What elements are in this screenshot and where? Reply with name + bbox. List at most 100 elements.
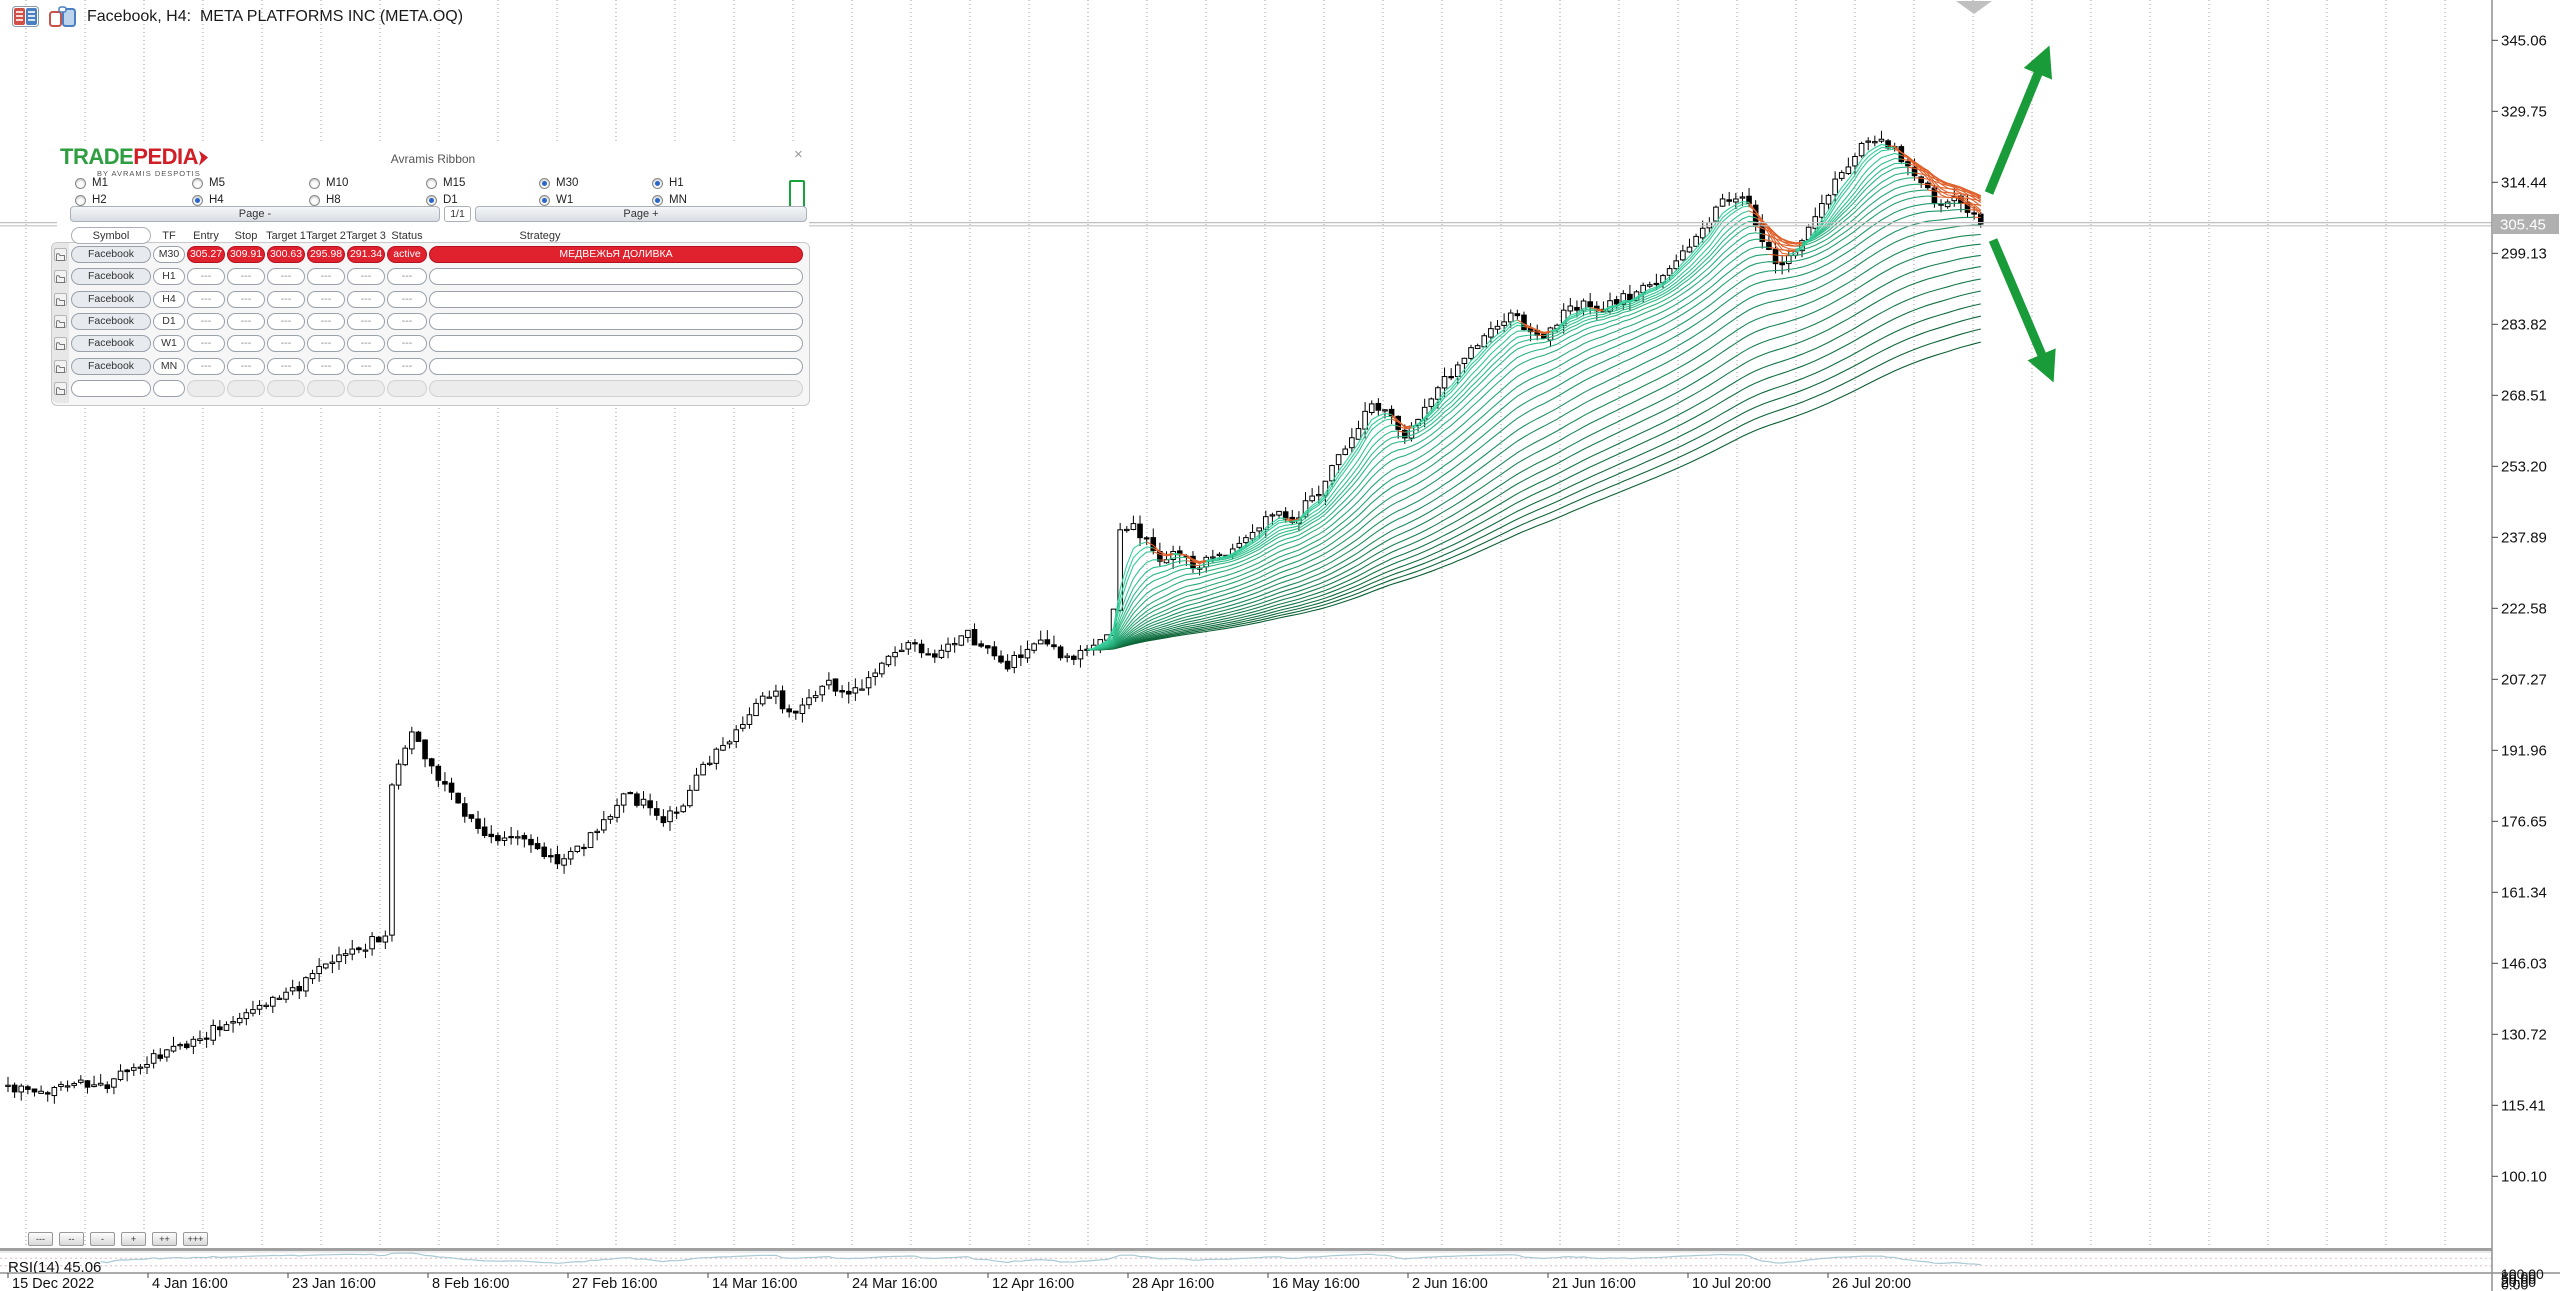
ema-line-segment bbox=[1768, 246, 1796, 251]
candle-bull bbox=[1249, 531, 1256, 540]
candle-bull bbox=[1699, 227, 1706, 239]
panel-title: Avramis Ribbon bbox=[390, 152, 476, 166]
chart-zoom-button[interactable]: + bbox=[121, 1232, 146, 1246]
candle-bull bbox=[951, 643, 958, 646]
candle-bull bbox=[1680, 250, 1686, 261]
candle-bull bbox=[706, 762, 713, 765]
market-watch-icon[interactable] bbox=[12, 6, 39, 27]
close-icon[interactable]: × bbox=[794, 146, 803, 163]
candle-bull bbox=[91, 1084, 97, 1088]
candle-bear bbox=[1448, 376, 1454, 379]
trend-arrow-down bbox=[1988, 238, 2056, 383]
candle-bull bbox=[1037, 639, 1044, 645]
candle-bull bbox=[1733, 198, 1739, 203]
candle-bear bbox=[673, 811, 680, 814]
cell-strategy bbox=[429, 335, 803, 353]
candle-bull bbox=[1468, 347, 1474, 359]
scroll-marker-triangle-icon bbox=[1956, 1, 1992, 14]
candle-bull bbox=[389, 784, 395, 936]
timeframe-option-mn[interactable]: MN bbox=[652, 194, 687, 206]
timeframe-label: M1 bbox=[92, 177, 108, 189]
cell-t2: --- bbox=[307, 312, 345, 330]
row-folder-button[interactable] bbox=[54, 270, 67, 284]
cell-symbol: Facebook bbox=[71, 290, 151, 308]
ema-line-segment bbox=[1087, 238, 1763, 651]
cell-symbol bbox=[71, 379, 151, 397]
ema-line-segment bbox=[1404, 334, 1538, 433]
ema-line-segment bbox=[1795, 146, 1895, 252]
cell-tf: M30 bbox=[153, 246, 185, 263]
new-chart-icon[interactable] bbox=[49, 6, 77, 27]
current-price-label: 305.45 bbox=[2500, 217, 2546, 234]
row-folder-button[interactable] bbox=[54, 359, 67, 373]
candle-bull bbox=[892, 651, 898, 658]
symbol-header-pill bbox=[71, 227, 151, 244]
timeframe-option-h2[interactable]: H2 bbox=[75, 194, 107, 206]
row-folder-button[interactable] bbox=[54, 314, 67, 328]
candle-bull bbox=[1666, 268, 1673, 276]
candle-bull bbox=[289, 987, 296, 992]
timeframe-option-m15[interactable]: M15 bbox=[426, 177, 465, 189]
radio-icon bbox=[75, 177, 86, 189]
candle-bull bbox=[1507, 312, 1514, 323]
candle-bear bbox=[455, 792, 461, 804]
candle-bear bbox=[1885, 140, 1891, 149]
ema-line-segment bbox=[1199, 430, 1399, 564]
row-folder-button[interactable] bbox=[54, 248, 67, 261]
ema-line-segment bbox=[1087, 254, 1981, 651]
candle-bull bbox=[1315, 494, 1322, 497]
price-tick-label: 299.13 bbox=[2501, 245, 2547, 262]
cell-t2: --- bbox=[307, 268, 345, 286]
candle-bear bbox=[442, 781, 448, 785]
timeframe-option-m1[interactable]: M1 bbox=[75, 177, 108, 189]
radio-icon bbox=[652, 194, 663, 206]
column-header: Stop bbox=[234, 230, 258, 242]
cell-t1: --- bbox=[267, 268, 305, 286]
timeframe-option-h8[interactable]: H8 bbox=[309, 194, 341, 206]
chart-title: Facebook, H4: META PLATFORMS INC (META.O… bbox=[87, 7, 464, 25]
chart-zoom-button[interactable]: - bbox=[90, 1232, 115, 1246]
candle-bull bbox=[1693, 235, 1699, 247]
candle-bull bbox=[561, 858, 567, 866]
ema-line-segment bbox=[1762, 238, 1796, 247]
chart-zoom-button[interactable]: -- bbox=[59, 1232, 84, 1246]
candle-bear bbox=[918, 643, 925, 654]
candle-bull bbox=[826, 679, 832, 686]
cell-tf: MN bbox=[153, 357, 185, 375]
ema-line-segment bbox=[1768, 253, 1789, 257]
timeframe-option-m30[interactable]: M30 bbox=[539, 177, 578, 189]
cell-stop: --- bbox=[227, 335, 265, 353]
row-folder-button[interactable] bbox=[54, 292, 67, 306]
cell-strategy bbox=[429, 379, 803, 397]
ema-line-segment bbox=[1748, 202, 1789, 255]
timeframe-option-d1[interactable]: D1 bbox=[426, 194, 458, 206]
ema-line-segment bbox=[1788, 143, 1889, 255]
ema-line-segment bbox=[1590, 307, 1604, 311]
column-header: Target 2 bbox=[306, 230, 346, 242]
chart-zoom-button[interactable]: --- bbox=[28, 1232, 53, 1246]
timeframe-option-h1[interactable]: H1 bbox=[652, 177, 684, 189]
candle-bull bbox=[236, 1017, 243, 1024]
page-next-button[interactable]: Page + bbox=[475, 206, 807, 222]
candle-bull bbox=[1944, 201, 1951, 208]
cell-status bbox=[387, 379, 427, 397]
row-folder-button[interactable] bbox=[54, 381, 67, 395]
row-folder-button[interactable] bbox=[54, 337, 67, 351]
candle-bull bbox=[965, 629, 971, 638]
ema-line-segment bbox=[1146, 541, 1174, 556]
avramis-ribbon-panel: TRADEPEDIA BY AVRAMIS DESPOTIS Avramis R… bbox=[51, 144, 810, 406]
chart-zoom-button[interactable]: ++ bbox=[152, 1232, 177, 1246]
candle-bear bbox=[375, 936, 382, 943]
chart-zoom-button[interactable]: +++ bbox=[183, 1232, 208, 1246]
timeframe-option-m5[interactable]: M5 bbox=[192, 177, 225, 189]
column-header: TF bbox=[162, 230, 176, 242]
timeframe-option-w1[interactable]: W1 bbox=[539, 194, 573, 206]
candle-bull bbox=[5, 1084, 11, 1087]
page-prev-button[interactable]: Page - bbox=[70, 206, 440, 222]
ema-line-segment bbox=[1411, 330, 1531, 429]
cell-stop bbox=[227, 379, 265, 397]
candle-bear bbox=[839, 690, 845, 693]
timeframe-option-h4[interactable]: H4 bbox=[192, 194, 224, 206]
timeframe-option-m10[interactable]: M10 bbox=[309, 177, 348, 189]
radio-icon bbox=[426, 194, 437, 206]
